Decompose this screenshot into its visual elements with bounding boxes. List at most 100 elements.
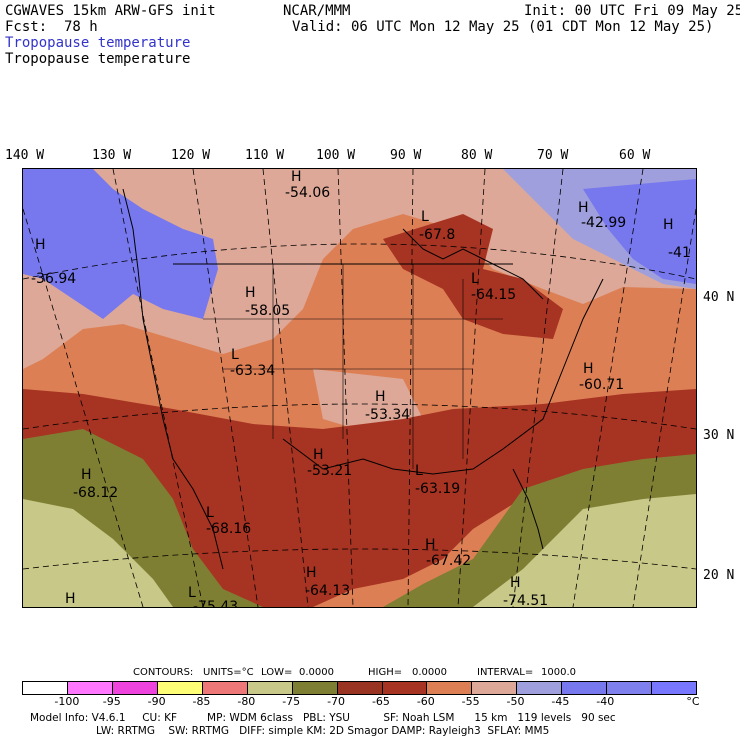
valid-time: Valid: 06 UTC Mon 12 May 25 (01 CDT Mon … [292, 19, 714, 35]
region-dark-red-greatlakes [383, 214, 563, 339]
color-legend-label: -95 [102, 695, 121, 708]
extremum-value: -68.12 [73, 485, 118, 501]
extremum-marker: L [471, 271, 479, 287]
extremum-value: -68.16 [206, 521, 251, 537]
color-legend-bar [22, 681, 697, 695]
lon-label-130w: 130 W [92, 148, 132, 163]
extremum-marker: H [291, 169, 302, 185]
extremum-marker: H [663, 217, 674, 233]
contours-interval-value: 1000.0 [541, 667, 576, 678]
init-time: Init: 00 UTC Fri 09 May 25 [524, 3, 740, 19]
color-legend-label: -90 [147, 695, 166, 708]
contours-label: CONTOURS: [133, 667, 194, 678]
lon-label-90w: 90 W [390, 148, 422, 163]
extremum-marker: H [306, 565, 317, 581]
extremum-marker: H [578, 200, 589, 216]
region-blue-northwest [23, 169, 218, 319]
extremum-marker: H [510, 575, 521, 591]
extremum-marker: H [65, 591, 76, 607]
contours-units: UNITS=°C [203, 667, 254, 678]
extremum-value: -53.34 [365, 407, 410, 423]
extremum-value: -64.13 [305, 583, 350, 599]
extremum-value: -41 [668, 245, 691, 261]
lat-lon-grid [23, 169, 696, 607]
color-legend-label: -75 [282, 695, 301, 708]
color-legend-swatch [427, 682, 473, 694]
extremum-value: -58.05 [245, 303, 290, 319]
extremum-marker: H [375, 389, 386, 405]
color-legend-label: -45 [551, 695, 570, 708]
color-legend-swatch [23, 682, 68, 694]
model-info-line-2: LW: RRTMG SW: RRTMG DIFF: simple KM: 2D … [96, 725, 550, 737]
contours-interval-label: INTERVAL= [477, 667, 534, 678]
color-legend-swatch [562, 682, 608, 694]
field-title-primary: Tropopause temperature [5, 35, 191, 51]
extremum-marker: L [231, 347, 239, 363]
color-legend-swatch [517, 682, 563, 694]
lat-label-20n: 20 N [703, 568, 735, 583]
color-legend-swatch [607, 682, 653, 694]
region-tan-southwest [23, 499, 173, 607]
region-blue-northeast [583, 179, 696, 284]
extremum-value: -36.94 [31, 271, 76, 287]
extremum-marker: L [421, 209, 429, 225]
extremum-value: -63.34 [230, 363, 275, 379]
color-legend-label: -85 [192, 695, 211, 708]
extremum-value: -67.42 [426, 553, 471, 569]
lon-label-110w: 110 W [245, 148, 285, 163]
color-legend-swatch [337, 682, 383, 694]
extremum-value: -53.21 [307, 463, 352, 479]
color-legend-swatch [67, 682, 113, 694]
lon-label-120w: 120 W [171, 148, 211, 163]
color-legend-label: -60 [416, 695, 435, 708]
fcst-label: Fcst: [5, 19, 48, 35]
color-legend-swatch [382, 682, 428, 694]
extremum-marker: L [206, 505, 214, 521]
extremum-value: -74.51 [503, 593, 548, 607]
tropopause-temperature-map: H -54.06 H -42.99 H -36.94 H -41 L -67.8… [22, 168, 697, 608]
color-legend-label: -80 [237, 695, 256, 708]
center-label: NCAR/MMM [283, 3, 351, 19]
color-legend-swatch [157, 682, 203, 694]
model-info-line-1: Model Info: V4.6.1 CU: KF MP: WDM 6class… [30, 712, 616, 724]
extremum-value: -42.99 [581, 215, 626, 231]
color-legend-swatch [472, 682, 518, 694]
region-light-pink-north [23, 169, 696, 369]
color-legend-label: -70 [327, 695, 346, 708]
extremum-value: -67.8 [419, 227, 455, 243]
extremum-marker: L [415, 463, 423, 479]
color-legend-label: -55 [461, 695, 480, 708]
color-legend-swatch [202, 682, 248, 694]
pressure-extrema-labels: H -54.06 H -42.99 H -36.94 H -41 L -67.8… [31, 169, 691, 607]
coastlines-borders [122, 188, 604, 570]
fcst-value: 78 h [64, 19, 98, 35]
contours-high-label: HIGH= [368, 667, 403, 678]
contours-low-label: LOW= [261, 667, 293, 678]
lon-label-80w: 80 W [461, 148, 493, 163]
lon-label-140w: 140 W [5, 148, 45, 163]
extremum-value: -75.43 [193, 599, 238, 607]
extremum-marker: H [245, 285, 256, 301]
extremum-value: -63.19 [415, 481, 460, 497]
region-tan-east [473, 494, 696, 607]
lat-label-40n: 40 N [703, 290, 735, 305]
extremum-marker: H [313, 447, 324, 463]
color-legend-swatch [652, 682, 697, 694]
color-legend-label: -65 [371, 695, 390, 708]
extremum-value: -60.71 [579, 377, 624, 393]
contours-low-value: 0.0000 [299, 667, 334, 678]
field-title-secondary: Tropopause temperature [5, 51, 191, 67]
extremum-marker: H [583, 361, 594, 377]
model-title: CGWAVES 15km ARW-GFS init [5, 3, 216, 19]
color-legend-swatch [292, 682, 338, 694]
extremum-marker: L [188, 585, 196, 601]
extremum-marker: H [35, 237, 46, 253]
extremum-marker: H [425, 537, 436, 553]
extremum-value: -54.06 [285, 185, 330, 201]
color-legend-swatch [112, 682, 158, 694]
extremum-marker: H [81, 467, 92, 483]
color-legend-label: -100 [54, 695, 80, 708]
color-legend-unit: °C [686, 695, 700, 708]
color-legend-label: -40 [596, 695, 615, 708]
lat-label-30n: 30 N [703, 428, 735, 443]
